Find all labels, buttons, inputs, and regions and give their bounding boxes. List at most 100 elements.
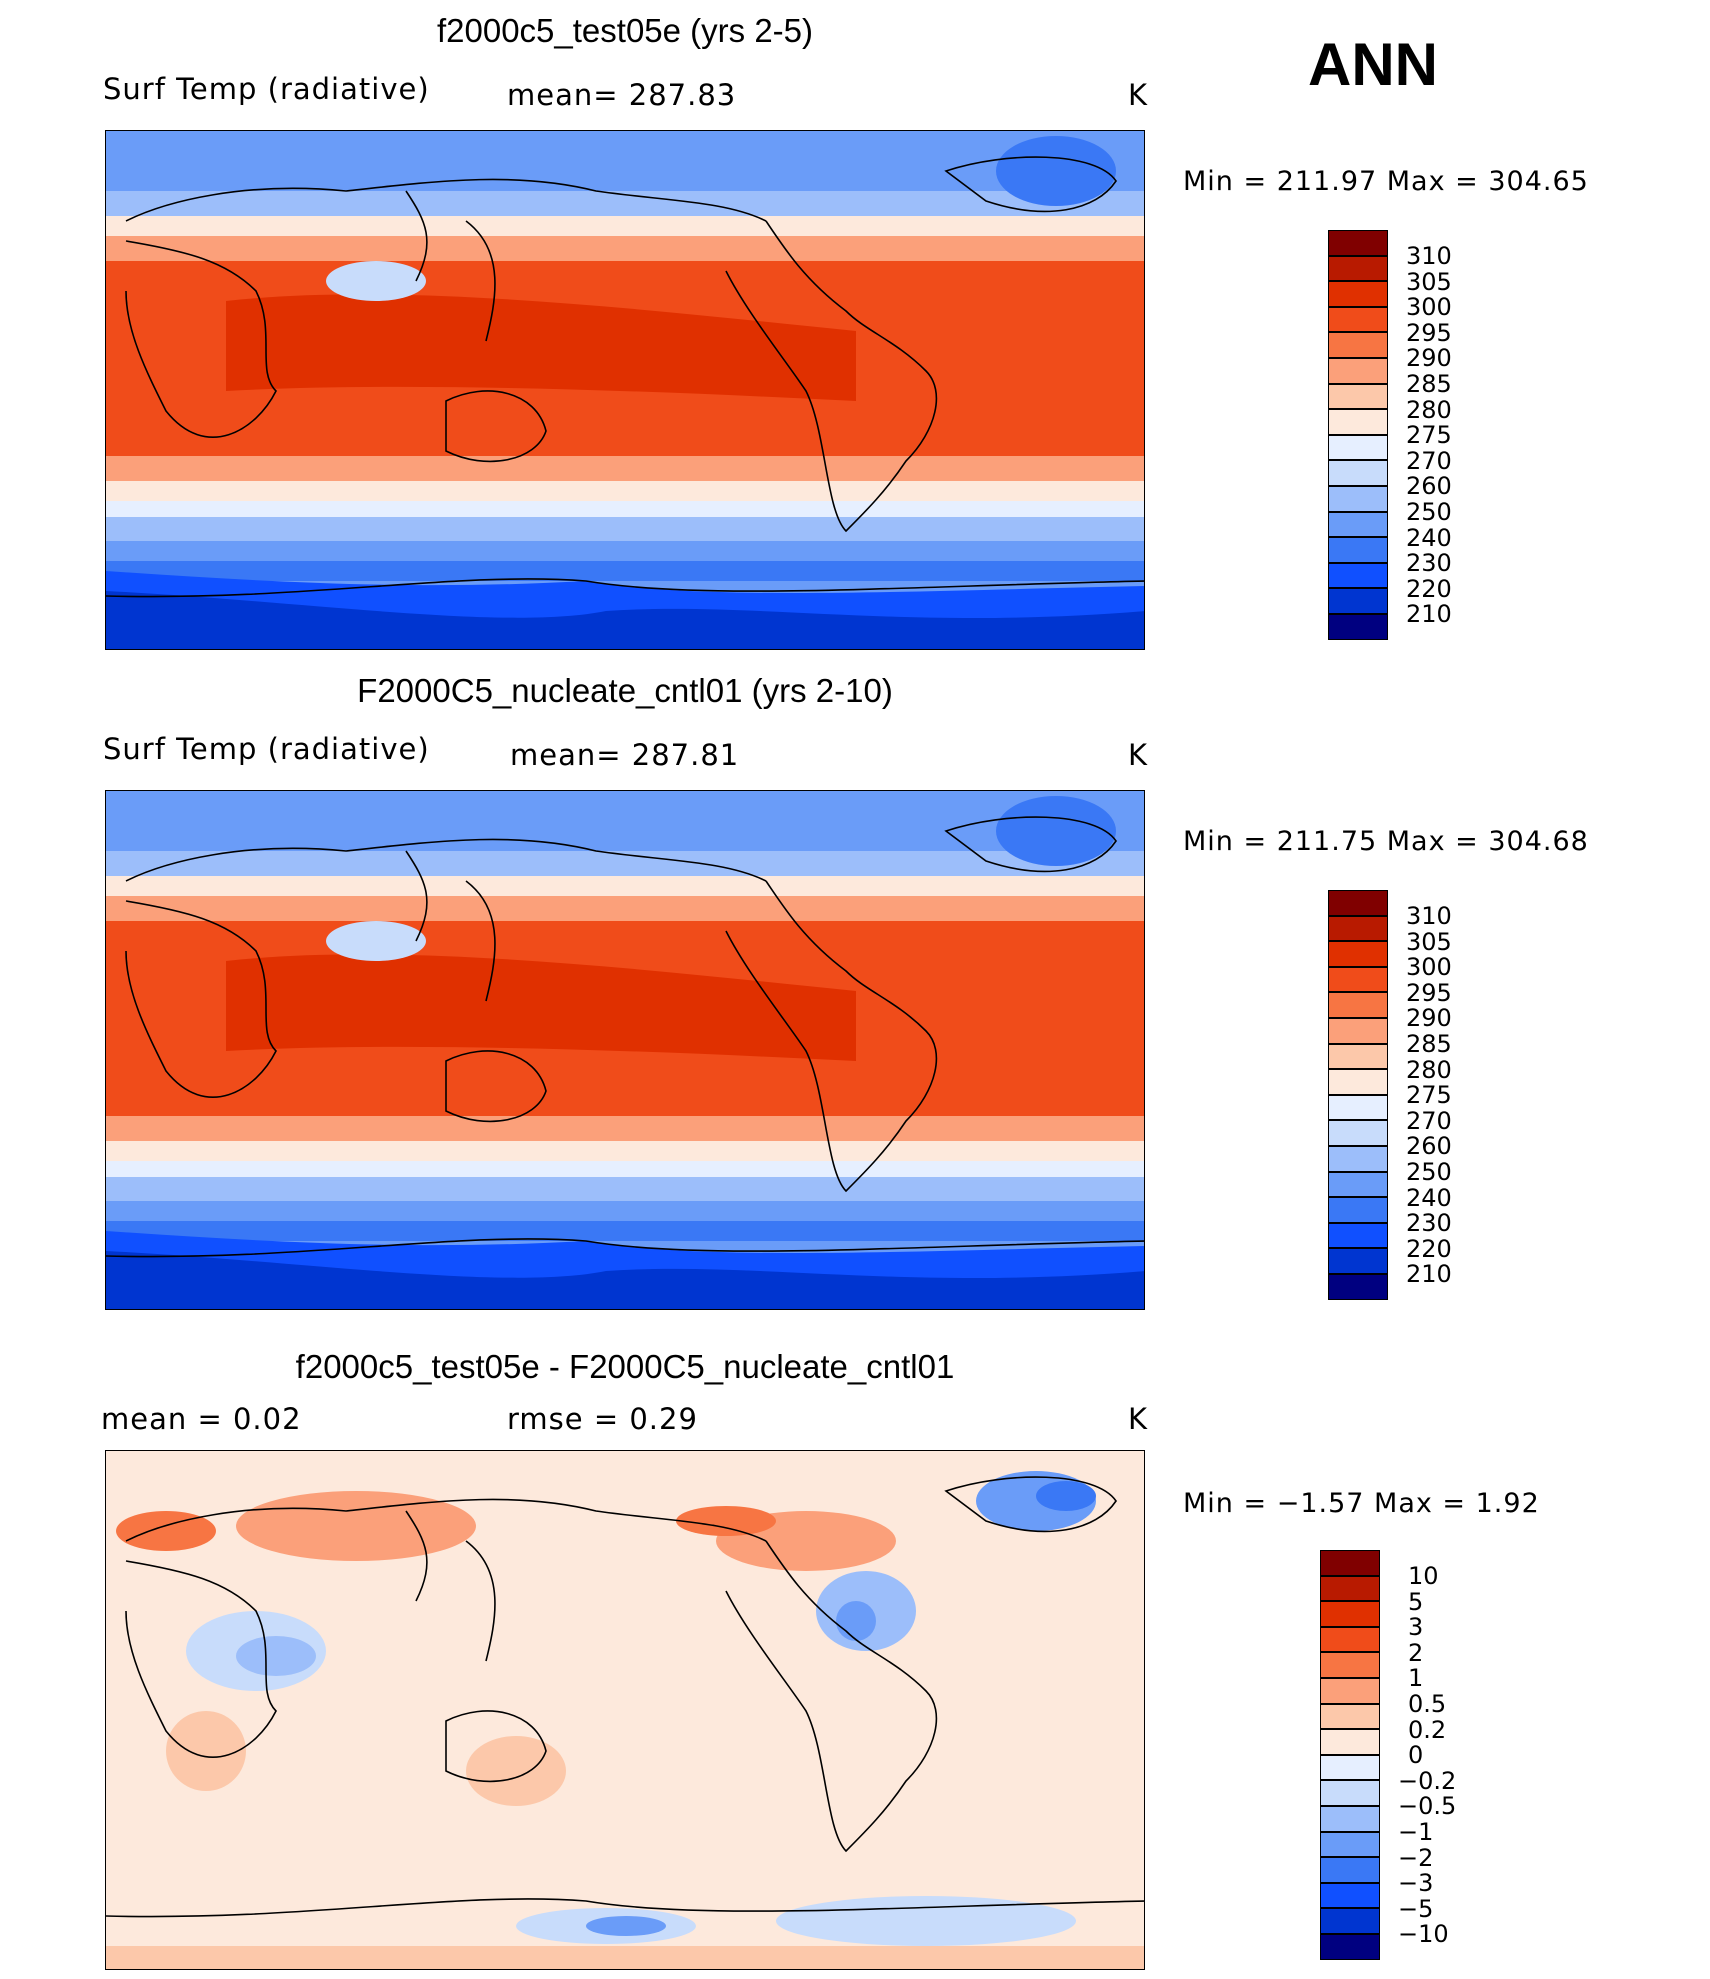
- colorbar-swatch: [1328, 255, 1388, 282]
- colorbar-swatch: [1328, 915, 1388, 942]
- colorbar-swatch: [1328, 1171, 1388, 1198]
- colorbar-level: 280: [1406, 395, 1452, 424]
- panel-3-rmse-label: rmse = 0.29: [507, 1402, 698, 1436]
- colorbar-swatch: [1328, 537, 1388, 563]
- colorbar-level: 1: [1408, 1664, 1424, 1693]
- colorbar-swatch: [1328, 562, 1388, 589]
- colorbar-swatch: [1320, 1601, 1380, 1627]
- panel-2-mean-label: mean= 287.81: [510, 738, 740, 772]
- colorbar-level: 285: [1406, 370, 1452, 398]
- colorbar-swatch: [1320, 1857, 1380, 1883]
- colorbar-swatch: [1328, 1248, 1388, 1274]
- colorbar-level: 0.2: [1408, 1715, 1447, 1744]
- panel-1-variable-label: Surf Temp (radiative): [103, 72, 430, 106]
- colorbar-level: 290: [1406, 1004, 1452, 1033]
- colorbar-swatch: [1320, 1754, 1380, 1781]
- panel-3-minmax: Min = −1.57 Max = 1.92: [1183, 1488, 1540, 1519]
- colorbar-level: 275: [1406, 1081, 1452, 1110]
- colorbar-swatch: [1328, 1120, 1388, 1146]
- colorbar-swatch: [1328, 1146, 1388, 1172]
- season-label: ANN: [1308, 31, 1438, 98]
- colorbar-level: 260: [1406, 1132, 1452, 1161]
- colorbar-swatch: [1320, 1626, 1380, 1653]
- colorbar-level: 295: [1406, 978, 1452, 1007]
- colorbar-level: 285: [1406, 1030, 1452, 1058]
- colorbar-swatch: [1328, 486, 1388, 512]
- colorbar-level: 250: [1406, 1158, 1452, 1186]
- colorbar-level: −0.2: [1398, 1766, 1457, 1795]
- colorbar-swatch: [1320, 1652, 1380, 1678]
- colorbar-level: 210: [1406, 1260, 1452, 1289]
- colorbar-swatch: [1328, 614, 1388, 640]
- panel-1-mean-label: mean= 287.83: [507, 78, 737, 112]
- colorbar-swatch: [1320, 1908, 1380, 1934]
- colorbar-swatch: [1320, 1703, 1380, 1730]
- colorbar-swatch: [1328, 1069, 1388, 1095]
- colorbar-level: 10: [1408, 1562, 1439, 1590]
- panel-1-map: [105, 130, 1145, 650]
- colorbar-level: −2: [1398, 1843, 1434, 1872]
- colorbar-level: −0.5: [1398, 1792, 1457, 1821]
- colorbar-level: 310: [1406, 902, 1452, 930]
- colorbar-level: −10: [1398, 1920, 1449, 1949]
- colorbar-swatch: [1328, 966, 1388, 993]
- colorbar-level: 260: [1406, 472, 1452, 501]
- colorbar-level: 295: [1406, 318, 1452, 347]
- colorbar-level: −1: [1398, 1818, 1434, 1846]
- colorbar-swatch: [1328, 1222, 1388, 1249]
- colorbar-swatch: [1328, 383, 1388, 410]
- panel-1-map-svg: [106, 131, 1144, 649]
- colorbar-swatch: [1328, 358, 1388, 384]
- colorbar-level: 290: [1406, 344, 1452, 373]
- colorbar-swatch: [1328, 1274, 1388, 1300]
- colorbar-level: 300: [1406, 953, 1452, 982]
- colorbar-level: 300: [1406, 293, 1452, 322]
- panel-2-minmax: Min = 211.75 Max = 304.68: [1183, 826, 1589, 857]
- colorbar-swatch: [1328, 460, 1388, 486]
- colorbar-swatch: [1328, 992, 1388, 1018]
- colorbar-level: −5: [1398, 1894, 1434, 1923]
- panel-1-units: K: [1128, 78, 1149, 112]
- panel-1-minmax: Min = 211.97 Max = 304.65: [1183, 166, 1589, 197]
- colorbar-level: 3: [1408, 1613, 1424, 1642]
- colorbar-level: 305: [1406, 267, 1452, 296]
- colorbar-swatch: [1320, 1550, 1380, 1576]
- colorbar-swatch: [1328, 1018, 1388, 1044]
- panel-1-title: f2000c5_test05e (yrs 2-5): [436, 12, 814, 49]
- colorbar-swatch: [1328, 1043, 1388, 1070]
- panel-3-map: [105, 1450, 1145, 1970]
- colorbar-swatch: [1320, 1831, 1380, 1858]
- colorbar-level: 250: [1406, 498, 1452, 526]
- colorbar-level: 0.5: [1408, 1690, 1447, 1718]
- colorbar-swatch: [1320, 1729, 1380, 1755]
- colorbar-level: 275: [1406, 421, 1452, 450]
- colorbar-swatch: [1320, 1882, 1380, 1909]
- colorbar-swatch: [1328, 1197, 1388, 1223]
- colorbar-level: −3: [1398, 1869, 1434, 1898]
- colorbar-level: 270: [1406, 446, 1452, 475]
- panel-2-variable-label: Surf Temp (radiative): [103, 732, 430, 766]
- colorbar-swatch: [1320, 1780, 1380, 1806]
- colorbar-swatch: [1328, 409, 1388, 435]
- colorbar-level: 210: [1406, 600, 1452, 629]
- colorbar-level: 305: [1406, 927, 1452, 956]
- colorbar-level: 230: [1406, 549, 1452, 578]
- panel-3-units: K: [1128, 1402, 1149, 1436]
- colorbar-level: 0: [1408, 1741, 1424, 1770]
- colorbar-swatch: [1320, 1934, 1380, 1960]
- colorbar-level: 240: [1406, 523, 1452, 552]
- colorbar-level: 280: [1406, 1055, 1452, 1084]
- colorbar-swatch: [1328, 230, 1388, 256]
- colorbar-level: 310: [1406, 242, 1452, 270]
- colorbar-swatch: [1320, 1575, 1380, 1602]
- colorbar-level: 220: [1406, 574, 1452, 603]
- colorbar-swatch: [1328, 1094, 1388, 1121]
- colorbar-level: 5: [1408, 1587, 1424, 1616]
- panel-2-map-svg: [106, 791, 1144, 1309]
- colorbar-swatch: [1328, 281, 1388, 307]
- colorbar-swatch: [1328, 890, 1388, 916]
- colorbar-level: 240: [1406, 1183, 1452, 1212]
- colorbar-swatch: [1328, 941, 1388, 967]
- panel-2-map: [105, 790, 1145, 1310]
- colorbar-swatch: [1320, 1806, 1380, 1832]
